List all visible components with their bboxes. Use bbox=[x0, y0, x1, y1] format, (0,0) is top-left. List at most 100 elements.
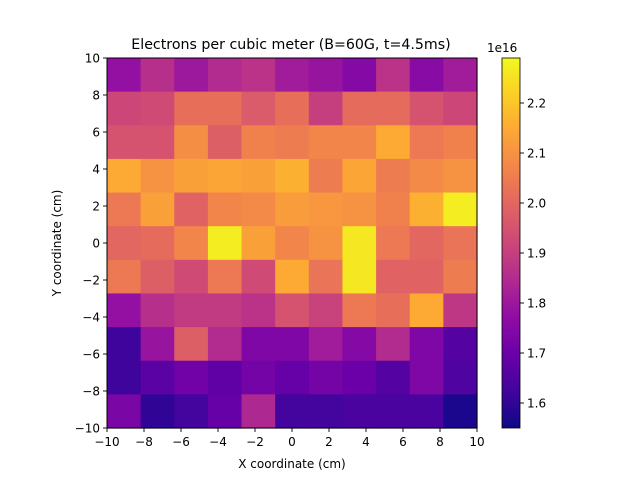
heatmap-cell bbox=[308, 91, 344, 126]
y-tick-label: 8 bbox=[92, 88, 100, 102]
heatmap-cell bbox=[342, 58, 377, 93]
heatmap-cell bbox=[275, 192, 310, 227]
heatmap-cell bbox=[140, 125, 175, 160]
heatmap-cell bbox=[140, 394, 175, 429]
heatmap-cell bbox=[241, 158, 276, 194]
colorbar-tick-label: 1.7 bbox=[527, 346, 546, 360]
heatmap-cell bbox=[409, 158, 444, 194]
heatmap-cell bbox=[140, 158, 175, 194]
heatmap-cell bbox=[107, 293, 142, 328]
heatmap-cell bbox=[308, 125, 344, 160]
heatmap-cell bbox=[409, 226, 444, 261]
x-axis: −10 −8 −6 −4 −2 0 2 4 6 8 10 bbox=[94, 428, 485, 449]
heatmap-cell bbox=[342, 192, 377, 227]
heatmap-cell bbox=[207, 125, 243, 160]
heatmap-cell bbox=[140, 192, 175, 227]
heatmap-cell bbox=[443, 394, 478, 429]
heatmap-cell bbox=[107, 259, 142, 295]
y-tick-label: 2 bbox=[92, 199, 100, 213]
heatmap-cell bbox=[409, 327, 444, 362]
heatmap-cell bbox=[174, 91, 209, 126]
heatmap-cell bbox=[342, 293, 377, 328]
heatmap-cell bbox=[342, 226, 377, 261]
x-tick-label: 10 bbox=[469, 435, 484, 449]
heatmap-cell bbox=[308, 327, 344, 362]
heatmap-cell bbox=[342, 327, 377, 362]
heatmap-cell bbox=[443, 293, 478, 328]
heatmap-cell bbox=[107, 394, 142, 429]
heatmap-cell bbox=[107, 192, 142, 227]
heatmap-cell bbox=[241, 327, 276, 362]
heatmap-cell bbox=[174, 58, 209, 93]
colorbar-tick-label: 1.8 bbox=[527, 296, 546, 310]
heatmap-cell bbox=[443, 192, 478, 227]
heatmap-cell bbox=[342, 360, 377, 395]
heatmap-cell bbox=[443, 327, 478, 362]
heatmap-cell bbox=[241, 293, 276, 328]
y-tick-label: −6 bbox=[82, 347, 100, 361]
heatmap-cell bbox=[376, 91, 411, 126]
heatmap-cell bbox=[275, 327, 310, 362]
heatmap-cell bbox=[342, 394, 377, 429]
heatmap-cell bbox=[409, 259, 444, 295]
heatmap-cell bbox=[275, 293, 310, 328]
y-tick-label: 10 bbox=[85, 51, 100, 65]
heatmap-cell bbox=[174, 125, 209, 160]
y-tick-label: 0 bbox=[92, 236, 100, 250]
heatmap-cell bbox=[275, 394, 310, 429]
heatmap-cell bbox=[443, 58, 478, 93]
y-tick-label: −4 bbox=[82, 310, 100, 324]
x-tick-label: 4 bbox=[362, 435, 370, 449]
heatmap-cell bbox=[241, 394, 276, 429]
heatmap-cell bbox=[107, 58, 142, 93]
heatmap-cell bbox=[140, 91, 175, 126]
heatmap-cell bbox=[376, 327, 411, 362]
heatmap-cell bbox=[308, 293, 344, 328]
heatmap-cell bbox=[443, 259, 478, 295]
colorbar-offset-label: 1e16 bbox=[487, 41, 517, 55]
heatmap-cell bbox=[308, 259, 344, 295]
heatmap-cell bbox=[275, 58, 310, 93]
heatmap-cell bbox=[241, 259, 276, 295]
heatmap-cell bbox=[241, 192, 276, 227]
heatmap-cell bbox=[140, 293, 175, 328]
heatmap-cell bbox=[376, 259, 411, 295]
heatmap-cell bbox=[409, 58, 444, 93]
y-axis-label: Y coordinate (cm) bbox=[50, 190, 64, 298]
heatmap-cell bbox=[241, 58, 276, 93]
heatmap-cell bbox=[409, 125, 444, 160]
heatmap-cell bbox=[107, 125, 142, 160]
heatmap-cell bbox=[443, 226, 478, 261]
x-tick-label: −2 bbox=[246, 435, 264, 449]
heatmap-cell bbox=[174, 259, 209, 295]
heatmap-cell bbox=[409, 394, 444, 429]
heatmap-cell bbox=[140, 226, 175, 261]
colorbar-tick-label: 1.6 bbox=[527, 396, 546, 410]
x-tick-label: −4 bbox=[209, 435, 227, 449]
heatmap-cell bbox=[376, 58, 411, 93]
x-tick-label: 8 bbox=[436, 435, 444, 449]
heatmap-cell bbox=[140, 327, 175, 362]
heatmap-cell bbox=[107, 158, 142, 194]
heatmap-cell bbox=[443, 360, 478, 395]
heatmap-cell bbox=[275, 226, 310, 261]
heatmap-cell bbox=[342, 91, 377, 126]
heatmap-cell bbox=[241, 226, 276, 261]
heatmap-cell bbox=[376, 158, 411, 194]
y-axis: −10 −8 −6 −4 −2 0 2 4 6 8 10 bbox=[75, 51, 107, 435]
heatmap-cell bbox=[241, 91, 276, 126]
heatmap-cell bbox=[376, 125, 411, 160]
heatmap-cell bbox=[207, 327, 243, 362]
heatmap-cell bbox=[207, 158, 243, 194]
colorbar-tick-label: 2.2 bbox=[527, 96, 546, 110]
heatmap-cell bbox=[174, 158, 209, 194]
colorbar-tick-label: 1.9 bbox=[527, 246, 546, 260]
heatmap-cell bbox=[376, 360, 411, 395]
heatmap-cell bbox=[342, 259, 377, 295]
y-tick-label: −10 bbox=[75, 421, 100, 435]
heatmap-cell bbox=[308, 360, 344, 395]
heatmap-cell bbox=[376, 226, 411, 261]
heatmap-cell bbox=[409, 91, 444, 126]
heatmap-cell bbox=[207, 293, 243, 328]
